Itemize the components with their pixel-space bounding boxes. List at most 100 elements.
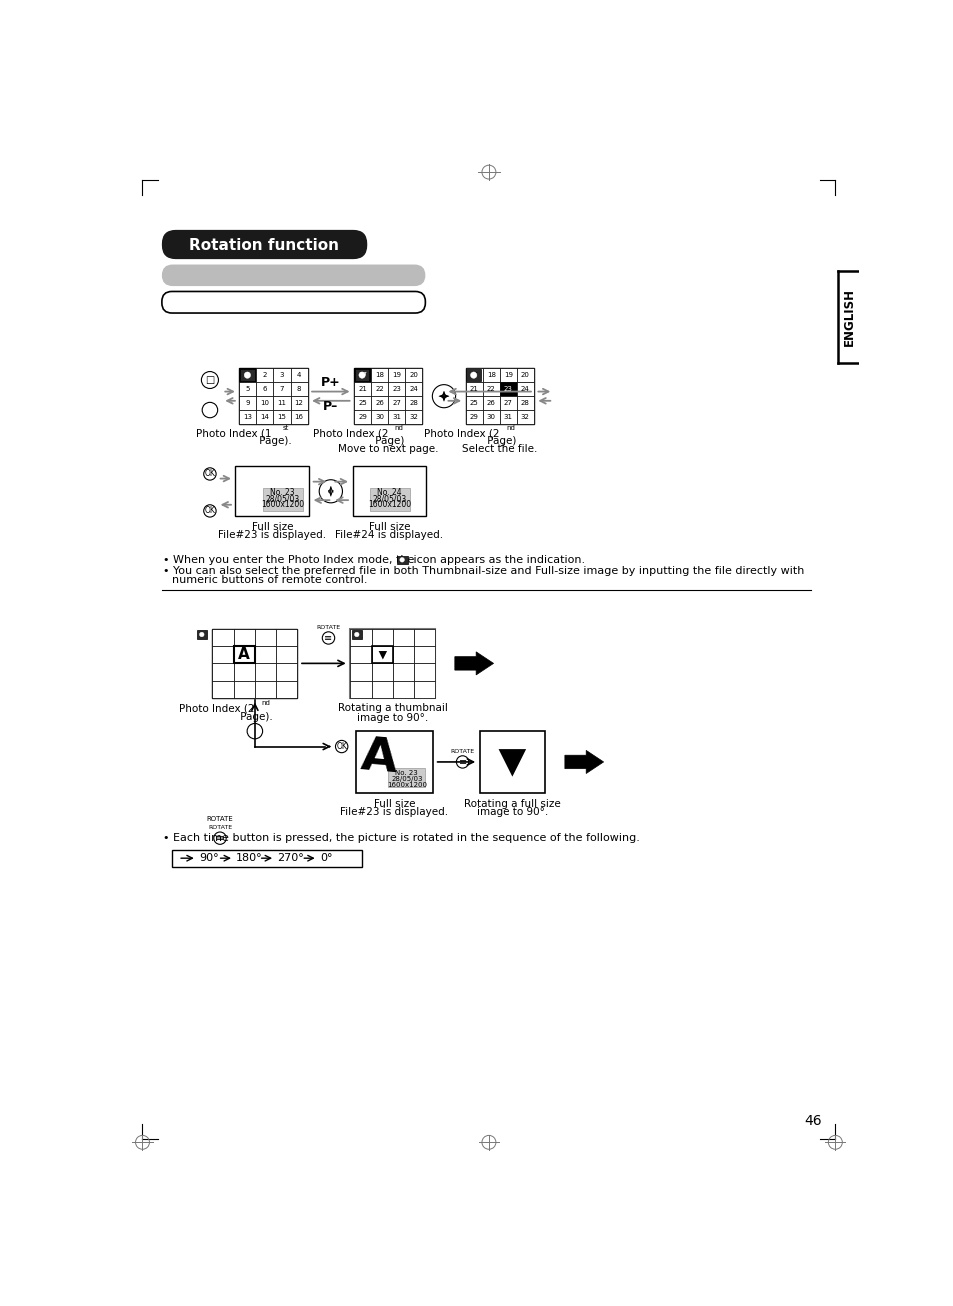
Bar	[196, 631, 207, 639]
Bar	[212, 628, 233, 646]
Bar	[371, 646, 393, 663]
Text: nd: nd	[506, 426, 515, 431]
Bar	[465, 396, 482, 410]
Text: OK: OK	[204, 507, 215, 516]
Bar	[233, 680, 254, 697]
Bar	[254, 680, 276, 697]
Text: ROTATE: ROTATE	[450, 750, 475, 755]
Text: ▶: ▶	[495, 748, 529, 776]
Text: 23: 23	[503, 387, 512, 392]
Text: 15: 15	[277, 414, 286, 421]
Text: ≡: ≡	[458, 757, 466, 767]
Bar	[172, 850, 361, 867]
Bar	[350, 628, 371, 646]
Bar	[465, 410, 482, 424]
Bar	[239, 410, 256, 424]
Text: 6: 6	[262, 387, 267, 392]
Bar	[256, 383, 274, 396]
Bar	[414, 646, 435, 663]
Text: 25: 25	[469, 400, 478, 406]
Bar	[499, 410, 517, 424]
Text: □: □	[205, 375, 214, 385]
Text: 23: 23	[392, 387, 400, 392]
Text: 31: 31	[503, 414, 513, 421]
Text: Rotating a thumbnail: Rotating a thumbnail	[337, 704, 447, 713]
Text: 270°: 270°	[277, 853, 304, 863]
FancyBboxPatch shape	[162, 291, 425, 313]
Text: 19: 19	[392, 372, 401, 379]
Text: No. 24: No. 24	[377, 488, 401, 498]
Bar	[233, 628, 254, 646]
Text: Full size: Full size	[252, 522, 293, 533]
Bar	[233, 646, 254, 663]
Text: 5: 5	[246, 387, 250, 392]
Text: 18: 18	[375, 372, 384, 379]
Bar	[350, 663, 371, 680]
Text: 14: 14	[260, 414, 269, 421]
Text: ≡: ≡	[324, 633, 333, 643]
Bar	[235, 466, 309, 516]
Bar	[371, 646, 393, 663]
Bar	[517, 368, 534, 383]
Text: 1600x1200: 1600x1200	[261, 500, 304, 509]
Bar	[274, 410, 291, 424]
Bar	[371, 663, 393, 680]
Bar	[517, 383, 534, 396]
Text: 25: 25	[357, 400, 367, 406]
Text: • When you enter the Photo Index mode, the: • When you enter the Photo Index mode, t…	[163, 555, 415, 564]
Text: Move to next page.: Move to next page.	[337, 444, 438, 454]
Bar	[499, 368, 517, 383]
Text: 28/05/03: 28/05/03	[391, 776, 422, 782]
Text: 2: 2	[262, 372, 267, 379]
Text: • Each time: • Each time	[163, 833, 229, 842]
Bar	[393, 628, 414, 646]
Text: Photo Index (1: Photo Index (1	[196, 428, 272, 439]
Bar	[254, 628, 276, 646]
Bar	[482, 368, 499, 383]
Bar	[388, 383, 405, 396]
FancyBboxPatch shape	[162, 265, 425, 286]
Bar	[239, 383, 256, 396]
Bar	[482, 396, 499, 410]
Text: OK: OK	[204, 469, 215, 478]
Text: 18: 18	[486, 372, 496, 379]
Text: 11: 11	[277, 400, 286, 406]
Bar	[371, 368, 388, 383]
Bar	[405, 383, 422, 396]
Text: 24: 24	[409, 387, 417, 392]
Bar	[405, 396, 422, 410]
Text: 32: 32	[520, 414, 529, 421]
Bar	[388, 410, 405, 424]
Text: image to 90°.: image to 90°.	[356, 713, 428, 722]
Text: Rotating a full size: Rotating a full size	[464, 799, 560, 808]
Text: Page).: Page).	[255, 436, 291, 447]
Text: 29: 29	[357, 414, 367, 421]
Bar	[350, 680, 371, 697]
Text: File#24 is displayed.: File#24 is displayed.	[335, 530, 443, 541]
Text: 17: 17	[357, 372, 367, 379]
Text: ROTATE: ROTATE	[207, 816, 233, 821]
Bar	[350, 646, 371, 663]
Bar	[499, 396, 517, 410]
Text: A: A	[238, 648, 250, 662]
Bar	[388, 768, 425, 788]
Text: 0°: 0°	[319, 853, 333, 863]
Bar	[465, 368, 482, 383]
Text: Full size: Full size	[368, 522, 410, 533]
Text: button is pressed, the picture is rotated in the sequence of the following.: button is pressed, the picture is rotate…	[229, 833, 639, 842]
Circle shape	[355, 632, 358, 637]
Text: Photo Index (2: Photo Index (2	[179, 704, 254, 713]
Text: image to 90°.: image to 90°.	[476, 807, 548, 818]
Text: 26: 26	[375, 400, 384, 406]
Bar	[499, 383, 517, 396]
Text: 3: 3	[279, 372, 284, 379]
Bar	[212, 646, 233, 663]
Bar	[239, 396, 256, 410]
Bar	[371, 383, 388, 396]
Text: 26: 26	[486, 400, 496, 406]
Bar	[355, 370, 369, 381]
Bar	[405, 368, 422, 383]
Text: 22: 22	[375, 387, 384, 392]
Bar	[254, 663, 276, 680]
Text: 29: 29	[469, 414, 478, 421]
